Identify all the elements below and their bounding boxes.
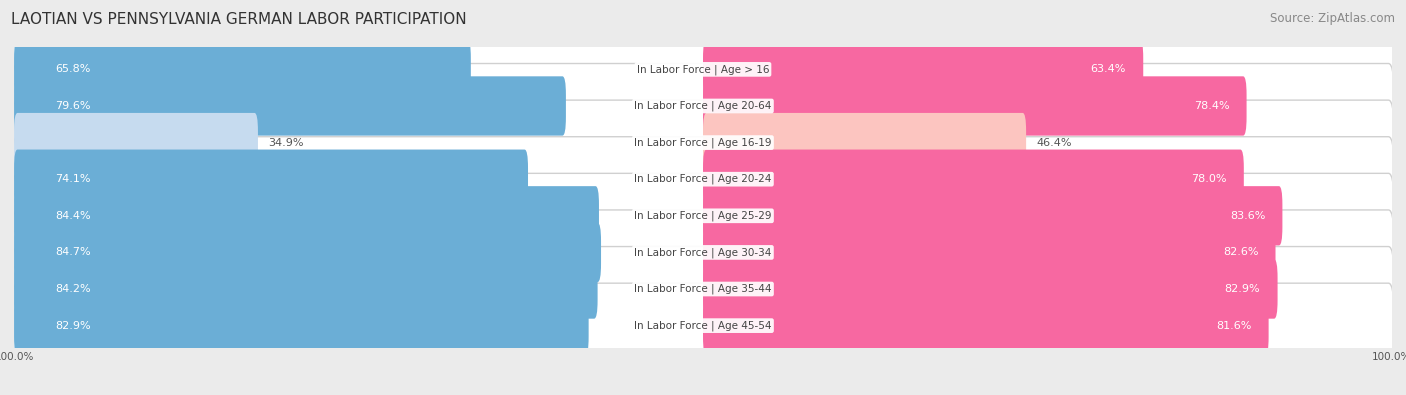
Text: 84.4%: 84.4% [55,211,91,221]
Text: In Labor Force | Age 20-64: In Labor Force | Age 20-64 [634,101,772,111]
FancyBboxPatch shape [14,260,598,319]
FancyBboxPatch shape [13,64,1393,149]
FancyBboxPatch shape [14,296,589,355]
FancyBboxPatch shape [703,186,1282,245]
Text: 82.6%: 82.6% [1223,247,1258,258]
Text: In Labor Force | Age > 16: In Labor Force | Age > 16 [637,64,769,75]
Text: In Labor Force | Age 30-34: In Labor Force | Age 30-34 [634,247,772,258]
FancyBboxPatch shape [14,76,565,135]
Text: 78.0%: 78.0% [1191,174,1226,184]
Text: 83.6%: 83.6% [1230,211,1265,221]
FancyBboxPatch shape [14,113,257,172]
Text: In Labor Force | Age 35-44: In Labor Force | Age 35-44 [634,284,772,294]
Text: 63.4%: 63.4% [1091,64,1126,74]
Text: In Labor Force | Age 16-19: In Labor Force | Age 16-19 [634,137,772,148]
FancyBboxPatch shape [14,223,600,282]
Text: In Labor Force | Age 45-54: In Labor Force | Age 45-54 [634,320,772,331]
FancyBboxPatch shape [14,40,471,99]
FancyBboxPatch shape [703,296,1268,355]
Text: 65.8%: 65.8% [55,64,91,74]
Text: Source: ZipAtlas.com: Source: ZipAtlas.com [1270,12,1395,25]
Text: 84.7%: 84.7% [55,247,91,258]
FancyBboxPatch shape [703,150,1244,209]
Text: 82.9%: 82.9% [1225,284,1260,294]
FancyBboxPatch shape [703,113,1026,172]
Text: 79.6%: 79.6% [55,101,91,111]
FancyBboxPatch shape [13,100,1393,185]
FancyBboxPatch shape [14,150,529,209]
FancyBboxPatch shape [703,40,1143,99]
FancyBboxPatch shape [13,283,1393,368]
FancyBboxPatch shape [13,137,1393,222]
Text: 78.4%: 78.4% [1194,101,1229,111]
Text: 74.1%: 74.1% [55,174,91,184]
FancyBboxPatch shape [703,223,1275,282]
Text: 46.4%: 46.4% [1036,137,1071,148]
FancyBboxPatch shape [13,210,1393,295]
FancyBboxPatch shape [703,76,1247,135]
Text: 82.9%: 82.9% [55,321,91,331]
FancyBboxPatch shape [14,186,599,245]
Text: 84.2%: 84.2% [55,284,91,294]
Text: 81.6%: 81.6% [1216,321,1251,331]
FancyBboxPatch shape [13,173,1393,258]
FancyBboxPatch shape [13,246,1393,331]
Text: 34.9%: 34.9% [269,137,304,148]
Text: LAOTIAN VS PENNSYLVANIA GERMAN LABOR PARTICIPATION: LAOTIAN VS PENNSYLVANIA GERMAN LABOR PAR… [11,12,467,27]
FancyBboxPatch shape [13,27,1393,112]
Text: In Labor Force | Age 25-29: In Labor Force | Age 25-29 [634,211,772,221]
Text: In Labor Force | Age 20-24: In Labor Force | Age 20-24 [634,174,772,184]
FancyBboxPatch shape [703,260,1278,319]
